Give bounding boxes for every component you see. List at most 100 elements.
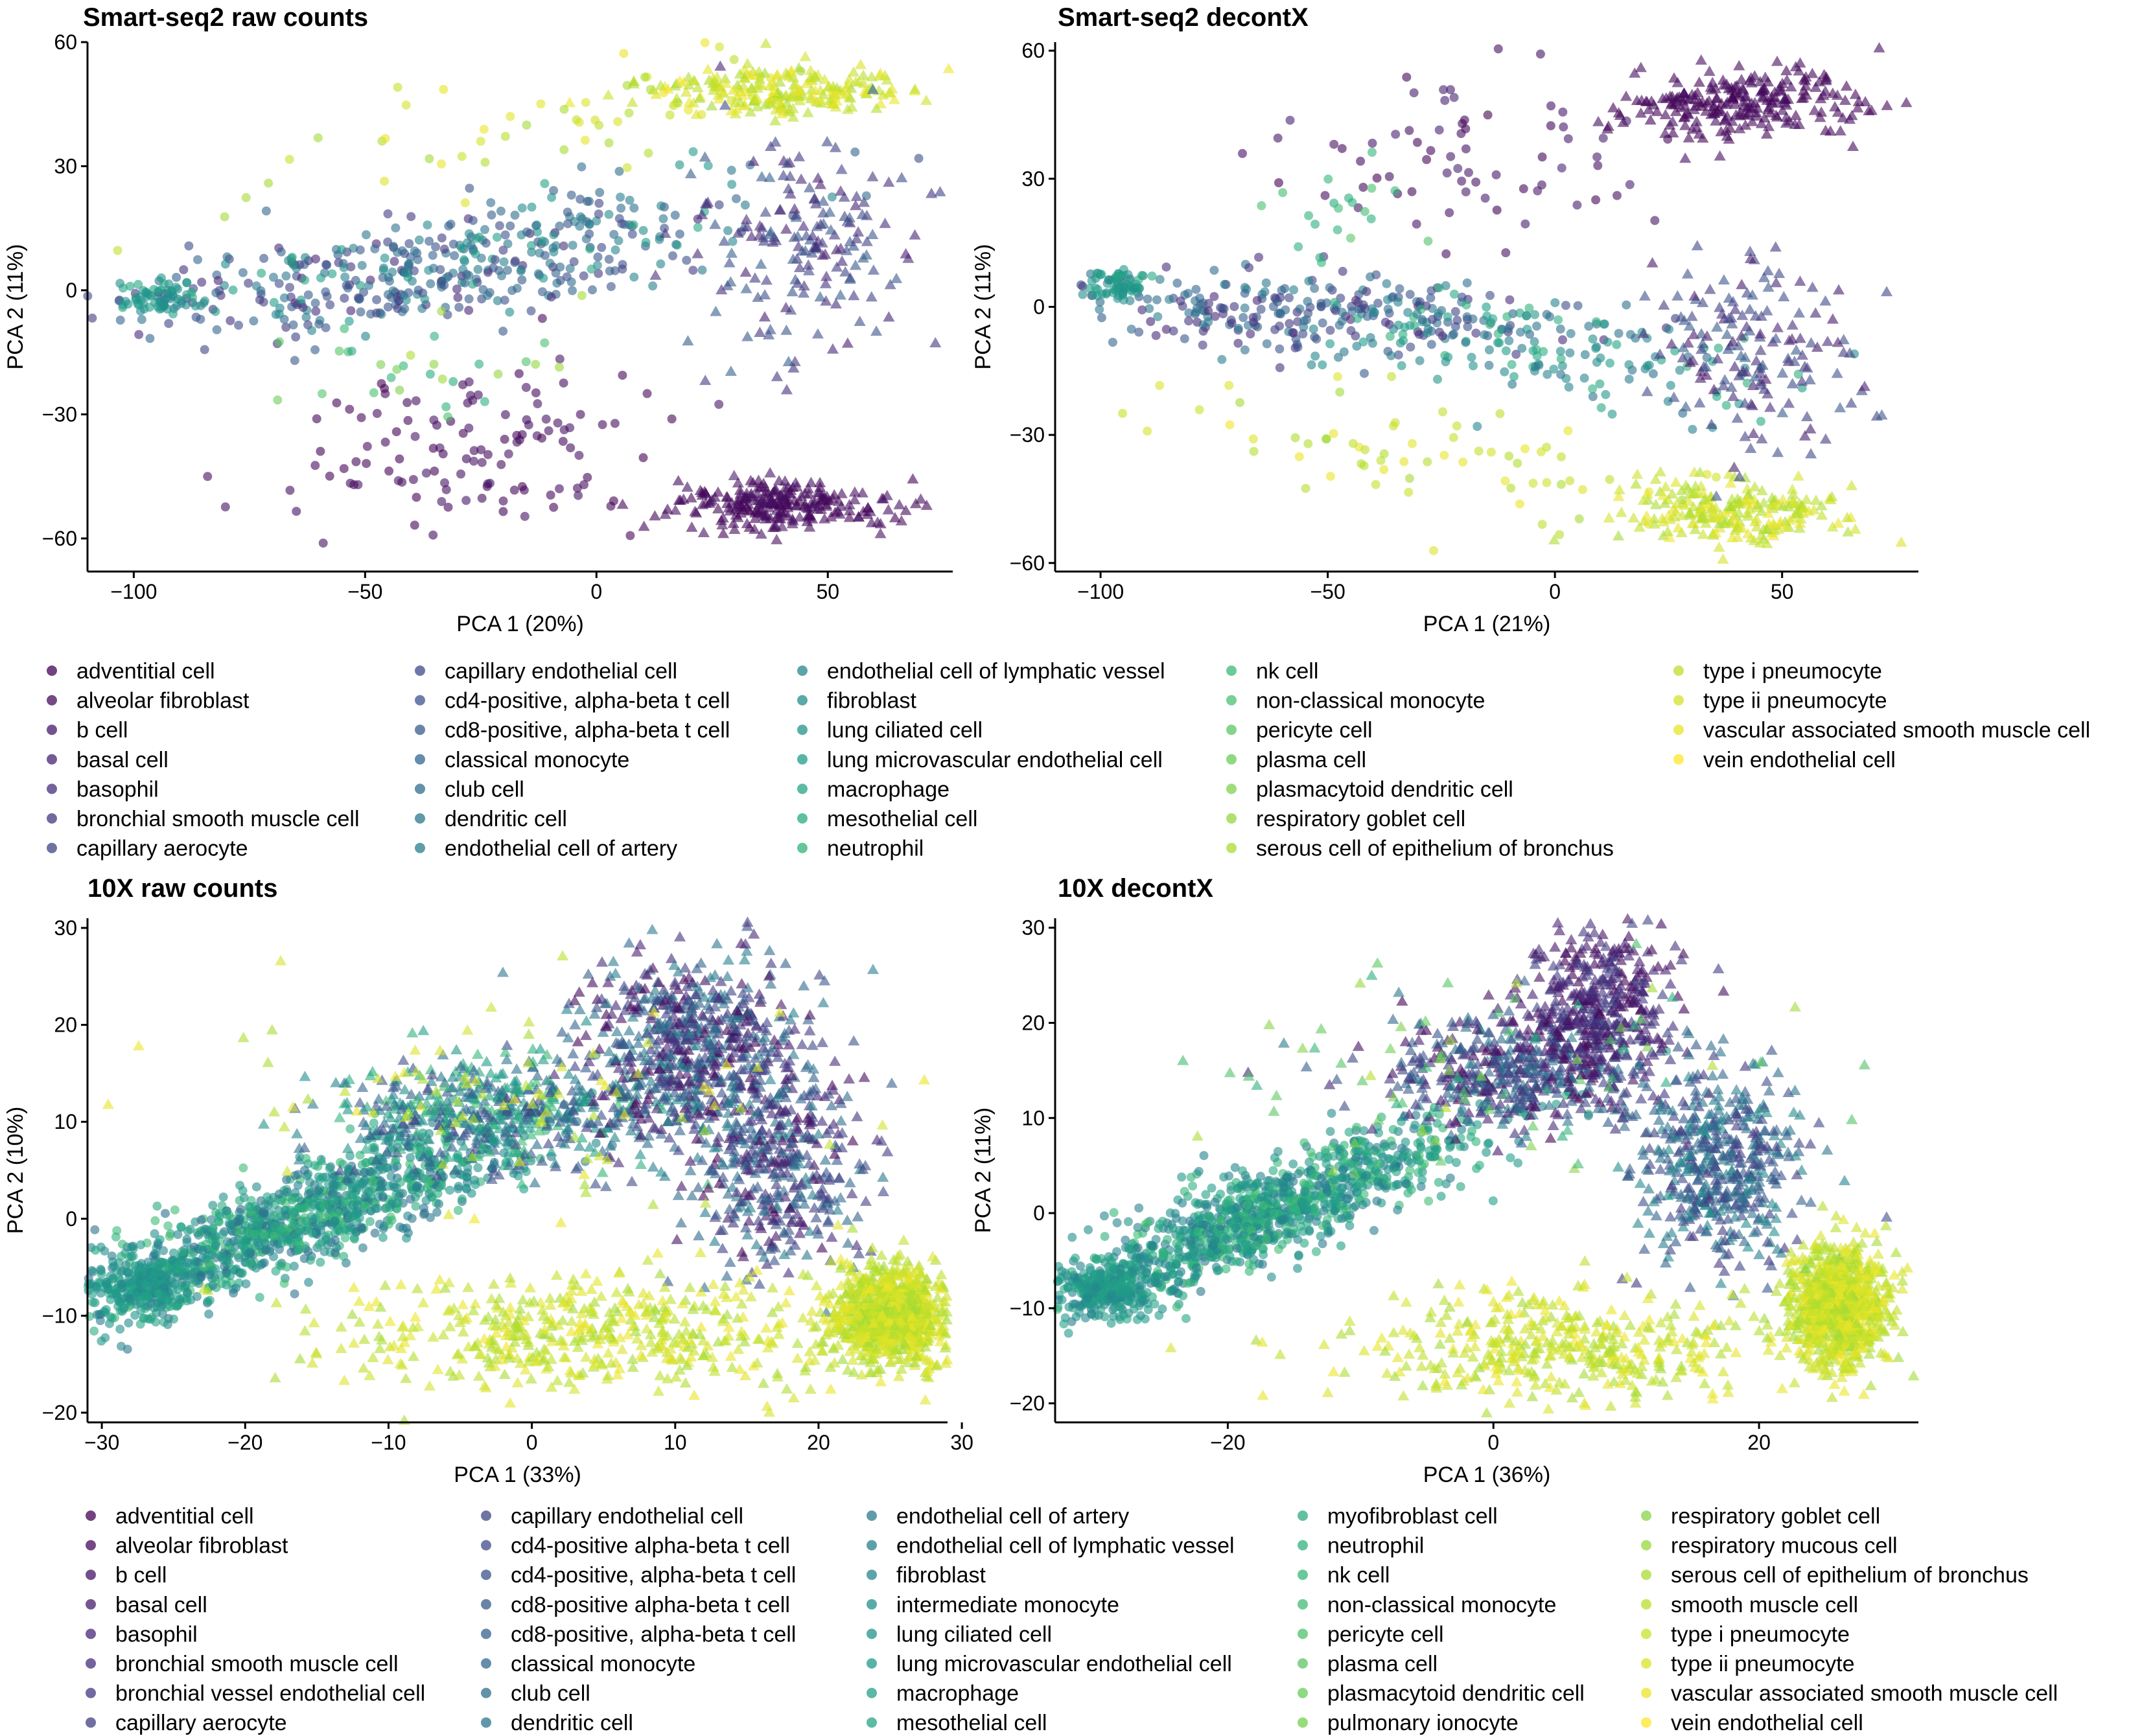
data-point xyxy=(854,316,866,326)
y-tick-label: −60 xyxy=(1010,551,1045,575)
data-point xyxy=(546,292,556,302)
data-point xyxy=(614,236,623,246)
data-point xyxy=(788,231,800,242)
data-point xyxy=(159,1317,169,1327)
data-point xyxy=(1839,95,1852,105)
data-point xyxy=(1782,353,1794,364)
data-point xyxy=(269,272,278,282)
data-point xyxy=(1596,403,1606,413)
data-point xyxy=(1754,379,1767,389)
data-point xyxy=(158,300,168,309)
data-point xyxy=(1557,480,1566,489)
data-point xyxy=(858,196,870,207)
data-point xyxy=(658,214,668,224)
data-point xyxy=(1780,117,1793,128)
data-point xyxy=(339,1251,349,1261)
data-point xyxy=(1702,353,1712,362)
data-point xyxy=(344,1226,354,1236)
data-point xyxy=(1295,304,1305,314)
data-point xyxy=(325,300,335,310)
data-point xyxy=(1666,380,1675,390)
data-point xyxy=(1191,307,1201,317)
data-point xyxy=(1733,370,1745,380)
data-point xyxy=(306,1188,316,1198)
data-point xyxy=(1762,121,1775,132)
data-point xyxy=(626,97,638,107)
data-point xyxy=(393,1198,403,1207)
data-point xyxy=(413,285,423,295)
data-point xyxy=(1382,279,1392,288)
data-point xyxy=(390,257,399,266)
data-point xyxy=(1504,451,1514,461)
data-point xyxy=(269,297,279,307)
data-point xyxy=(473,264,483,274)
data-point xyxy=(1849,88,1861,99)
data-point xyxy=(216,1270,226,1280)
data-point xyxy=(151,1317,161,1327)
data-point xyxy=(380,253,390,263)
data-point xyxy=(649,269,662,280)
data-point xyxy=(1532,321,1541,331)
data-point xyxy=(485,478,495,488)
data-point xyxy=(817,218,830,229)
data-point xyxy=(780,223,793,234)
data-point xyxy=(1819,85,1832,96)
data-point xyxy=(1735,330,1747,341)
data-point xyxy=(321,1232,331,1242)
data-point xyxy=(483,268,493,277)
data-point xyxy=(190,1264,200,1274)
data-point xyxy=(389,242,398,251)
data-point xyxy=(701,198,713,209)
data-point xyxy=(723,257,736,268)
data-point xyxy=(1615,506,1627,517)
data-point xyxy=(756,72,765,82)
data-point xyxy=(149,1303,159,1313)
data-point xyxy=(1751,513,1763,524)
scatter-points xyxy=(1076,42,1913,564)
data-point xyxy=(183,1226,192,1236)
data-point xyxy=(1546,121,1555,130)
data-point xyxy=(715,42,725,52)
data-point xyxy=(392,365,402,375)
data-point xyxy=(795,173,808,184)
data-point xyxy=(486,198,496,207)
data-point xyxy=(1670,346,1680,356)
data-point xyxy=(1452,316,1462,325)
data-point xyxy=(1329,139,1339,149)
data-point xyxy=(747,156,760,166)
data-point xyxy=(759,481,771,492)
data-point xyxy=(732,511,744,522)
data-point xyxy=(1400,322,1410,332)
data-point xyxy=(1811,341,1824,352)
data-point xyxy=(1767,529,1780,540)
data-point xyxy=(817,997,830,1008)
data-point xyxy=(1467,353,1476,362)
data-point xyxy=(386,292,396,302)
data-point xyxy=(826,343,839,354)
data-point xyxy=(1557,163,1566,173)
data-point xyxy=(111,1266,121,1275)
data-point xyxy=(1393,350,1403,360)
data-point xyxy=(89,1326,99,1336)
data-point xyxy=(1821,336,1834,346)
data-point xyxy=(813,487,826,498)
data-point xyxy=(1672,522,1684,533)
data-point xyxy=(1390,186,1400,196)
data-point xyxy=(1461,300,1471,310)
data-point xyxy=(874,527,887,538)
data-point xyxy=(480,397,489,406)
data-point xyxy=(1649,473,1662,484)
data-point xyxy=(1819,295,1832,306)
data-point xyxy=(629,272,639,282)
data-point xyxy=(314,319,324,329)
data-point xyxy=(1688,488,1700,498)
data-point xyxy=(458,1194,467,1204)
data-point xyxy=(161,1209,170,1218)
data-point xyxy=(372,409,382,418)
data-point xyxy=(656,259,666,269)
data-point xyxy=(555,275,565,285)
data-point xyxy=(909,229,921,240)
y-tick-label: 30 xyxy=(54,154,77,178)
data-point xyxy=(1353,297,1363,307)
data-point xyxy=(1366,272,1375,282)
